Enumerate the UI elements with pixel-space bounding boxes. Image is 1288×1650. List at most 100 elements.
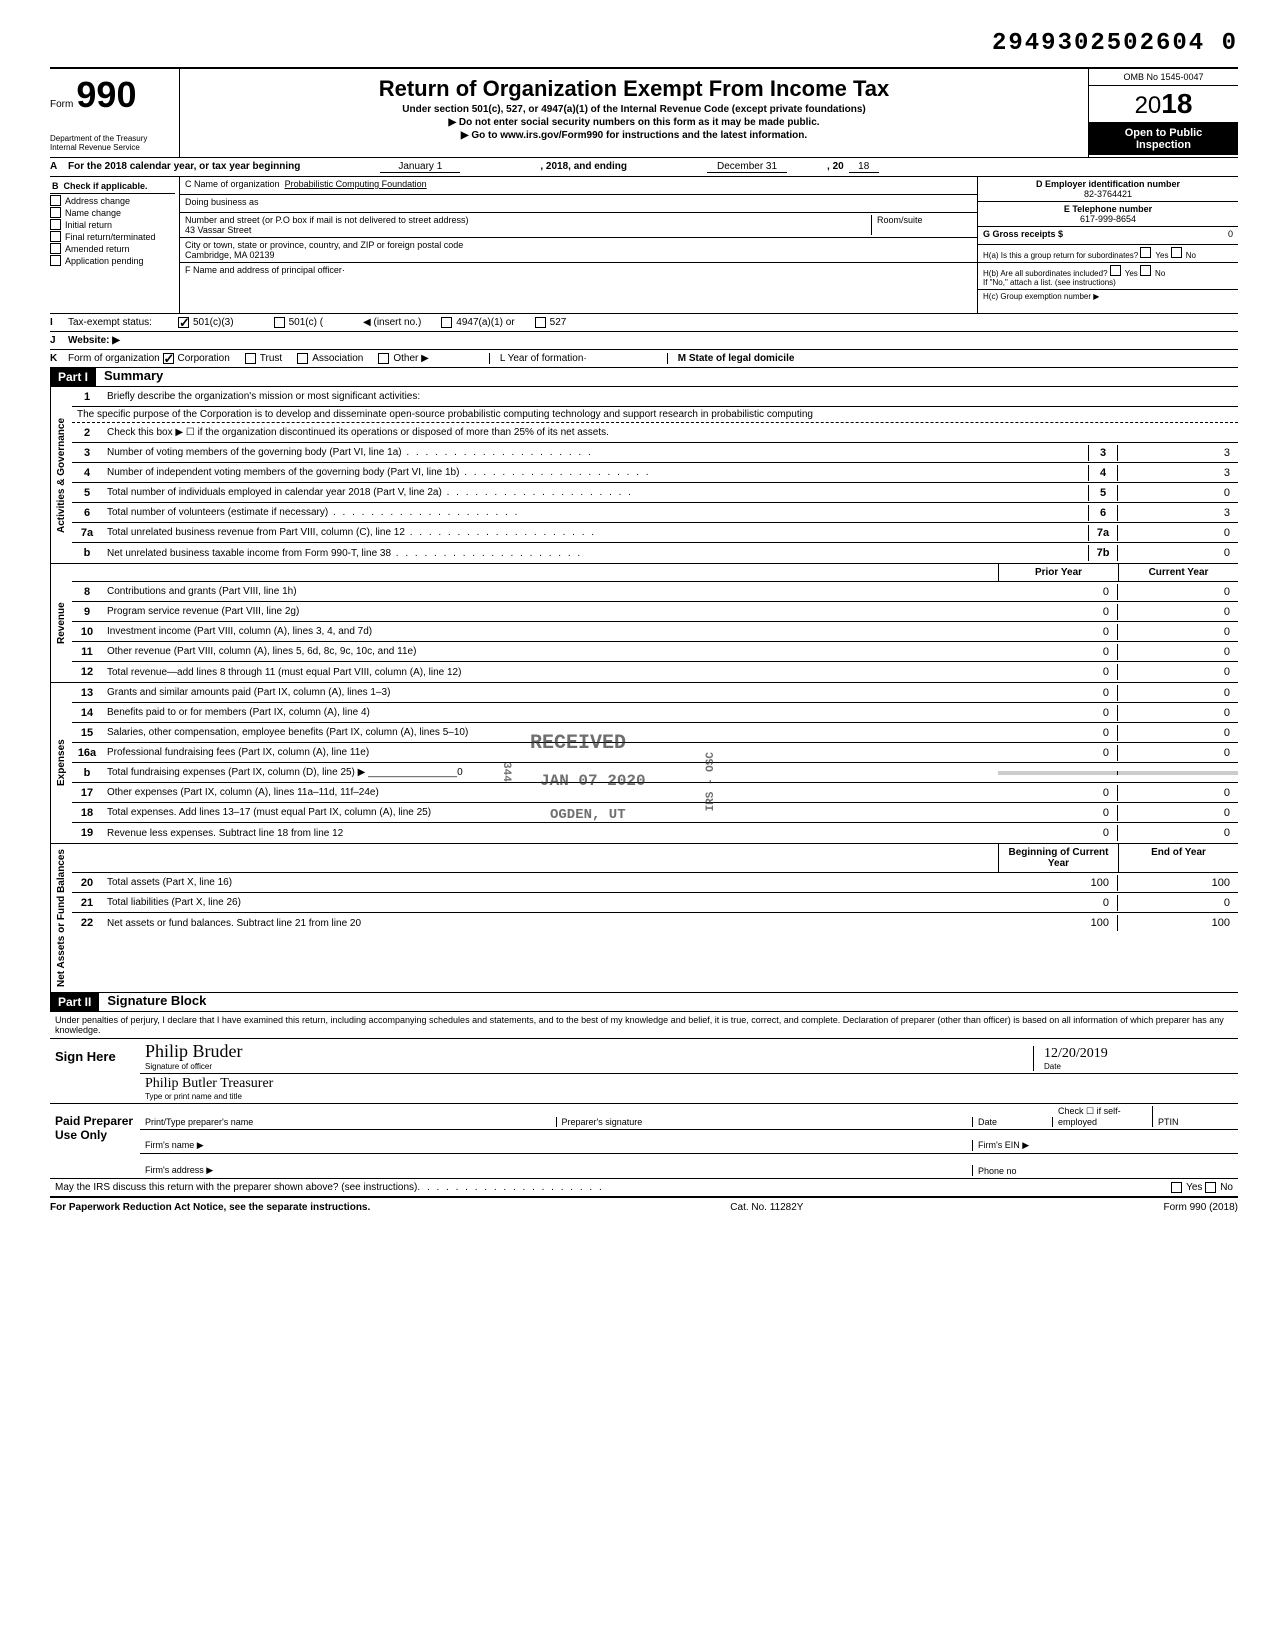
form-title: Return of Organization Exempt From Incom… — [190, 76, 1078, 102]
501c3-checkbox[interactable] — [178, 317, 189, 328]
summary-line-7a: 7aTotal unrelated business revenue from … — [72, 523, 1238, 543]
phone-value: 617-999-8654 — [983, 214, 1233, 224]
form-number: 990 — [76, 74, 136, 115]
open-public: Open to Public — [1093, 127, 1234, 139]
hb-note: If "No," attach a list. (see instruction… — [983, 278, 1233, 287]
state-domicile-label: M State of legal domicile — [667, 353, 795, 364]
ha-no-checkbox[interactable] — [1171, 247, 1182, 258]
year-bold: 18 — [1161, 88, 1192, 119]
officer-label: F Name and address of principal officer· — [185, 265, 345, 275]
part1-title: Summary — [96, 368, 163, 386]
firm-name-label: Firm's name ▶ — [145, 1140, 973, 1151]
row-a-mid: , 2018, and ending — [540, 161, 627, 173]
form-org-label: Form of organization — [68, 353, 160, 364]
part1-header: Part I — [50, 368, 96, 386]
firm-addr-label: Firm's address ▶ — [145, 1165, 973, 1176]
summary-line-18: 18Total expenses. Add lines 13–17 (must … — [72, 803, 1238, 823]
row-k: K Form of organization Corporation Trust… — [50, 350, 1238, 368]
tax-year-end[interactable]: December 31 — [707, 161, 787, 173]
hb-label: H(b) Are all subordinates included? — [983, 269, 1108, 278]
checkbox-amended-return[interactable]: Amended return — [50, 243, 175, 254]
summary-line-4: 4Number of independent voting members of… — [72, 463, 1238, 483]
prep-sig-label: Preparer's signature — [557, 1117, 974, 1127]
summary-line-15: 15Salaries, other compensation, employee… — [72, 723, 1238, 743]
ha-yes-checkbox[interactable] — [1140, 247, 1151, 258]
subtitle-1: Under section 501(c), 527, or 4947(a)(1)… — [190, 104, 1078, 115]
section-bcd: B Check if applicable. Address changeNam… — [50, 177, 1238, 314]
501c-checkbox[interactable] — [274, 317, 285, 328]
subtitle-3: ▶ Go to www.irs.gov/Form990 for instruct… — [190, 130, 1078, 141]
city-value[interactable]: Cambridge, MA 02139 — [185, 250, 972, 260]
4947-checkbox[interactable] — [441, 317, 452, 328]
org-name[interactable]: Probabilistic Computing Foundation — [285, 179, 427, 189]
summary-line-20: 20Total assets (Part X, line 16)100100 — [72, 873, 1238, 893]
checkbox-address-change[interactable]: Address change — [50, 195, 175, 206]
checkbox-final-return-terminated[interactable]: Final return/terminated — [50, 231, 175, 242]
street-value[interactable]: 43 Vassar Street — [185, 225, 866, 235]
sign-here-label: Sign Here — [50, 1039, 140, 1103]
ptin-label: PTIN — [1153, 1117, 1233, 1127]
tax-exempt-label: Tax-exempt status: — [68, 317, 178, 328]
footer: For Paperwork Reduction Act Notice, see … — [50, 1198, 1238, 1213]
summary-line-8: 8Contributions and grants (Part VIII, li… — [72, 582, 1238, 602]
discuss-text: May the IRS discuss this return with the… — [55, 1182, 417, 1193]
date-caption: Date — [1044, 1062, 1233, 1071]
summary-line-5: 5Total number of individuals employed in… — [72, 483, 1238, 503]
summary-line-3: 3Number of voting members of the governi… — [72, 443, 1238, 463]
year-formation-label: L Year of formation· — [489, 353, 587, 364]
checkbox-application-pending[interactable]: Application pending — [50, 255, 175, 266]
discuss-yes-checkbox[interactable] — [1171, 1182, 1182, 1193]
org-name-label: C Name of organization — [185, 179, 280, 189]
form-ref: Form 990 (2018) — [1164, 1202, 1238, 1213]
trust-checkbox[interactable] — [245, 353, 256, 364]
phone-label: E Telephone number — [983, 204, 1233, 214]
perjury-text: Under penalties of perjury, I declare th… — [50, 1012, 1238, 1039]
dept-label: Department of the Treasury Internal Reve… — [50, 134, 174, 152]
inspection-label: Inspection — [1093, 139, 1234, 151]
527-checkbox[interactable] — [535, 317, 546, 328]
summary-line-13: 13Grants and similar amounts paid (Part … — [72, 683, 1238, 703]
hb-no-checkbox[interactable] — [1140, 265, 1151, 276]
street-label: Number and street (or P.O box if mail is… — [185, 215, 866, 225]
sign-date[interactable]: 12/20/2019 — [1044, 1046, 1233, 1062]
tax-year-begin[interactable]: January 1 — [380, 161, 460, 173]
ha-label: H(a) Is this a group return for subordin… — [983, 251, 1138, 260]
city-label: City or town, state or province, country… — [185, 240, 972, 250]
name-caption: Type or print name and title — [145, 1092, 1233, 1101]
officer-name-title[interactable]: Philip Butler Treasurer — [145, 1076, 1233, 1092]
omb-number: OMB No 1545-0047 — [1089, 69, 1238, 86]
summary-line-b: bTotal fundraising expenses (Part IX, co… — [72, 763, 1238, 783]
other-checkbox[interactable] — [378, 353, 389, 364]
prep-date-label: Date — [973, 1117, 1053, 1127]
vlabel-1: Revenue — [50, 564, 72, 682]
summary-line-22: 22Net assets or fund balances. Subtract … — [72, 913, 1238, 933]
row-a-text: For the 2018 calendar year, or tax year … — [68, 161, 300, 173]
prep-name-label: Print/Type preparer's name — [145, 1117, 557, 1127]
checkbox-initial-return[interactable]: Initial return — [50, 219, 175, 230]
year-outline: 20 — [1135, 92, 1162, 119]
room-label: Room/suite — [877, 215, 972, 225]
col-b-label: B — [52, 181, 59, 191]
dba-label: Doing business as — [185, 197, 259, 207]
check-if-label: Check if applicable. — [64, 181, 148, 191]
website-label: Website: ▶ — [68, 335, 120, 346]
checkbox-name-change[interactable]: Name change — [50, 207, 175, 218]
hb-yes-checkbox[interactable] — [1110, 265, 1121, 276]
ein-label: D Employer identification number — [983, 179, 1233, 189]
summary-line-11: 11Other revenue (Part VIII, column (A), … — [72, 642, 1238, 662]
summary-line-16a: 16aProfessional fundraising fees (Part I… — [72, 743, 1238, 763]
officer-signature[interactable]: Philip Bruder — [145, 1041, 1033, 1062]
vlabel-0: Activities & Governance — [50, 387, 72, 563]
part2-header: Part II — [50, 993, 99, 1011]
gross-receipts-value: 0 — [1228, 229, 1233, 239]
summary-line-b: bNet unrelated business taxable income f… — [72, 543, 1238, 563]
gross-receipts-label: G Gross receipts $ — [983, 229, 1063, 239]
row-a-yr-prefix: , 20 — [827, 161, 844, 173]
preparer-label: Paid Preparer Use Only — [50, 1104, 140, 1178]
assoc-checkbox[interactable] — [297, 353, 308, 364]
corp-checkbox[interactable] — [163, 353, 174, 364]
tax-year-yy[interactable]: 18 — [849, 161, 879, 173]
sig-caption: Signature of officer — [145, 1062, 1033, 1071]
part2-title: Signature Block — [99, 993, 206, 1011]
discuss-no-checkbox[interactable] — [1205, 1182, 1216, 1193]
